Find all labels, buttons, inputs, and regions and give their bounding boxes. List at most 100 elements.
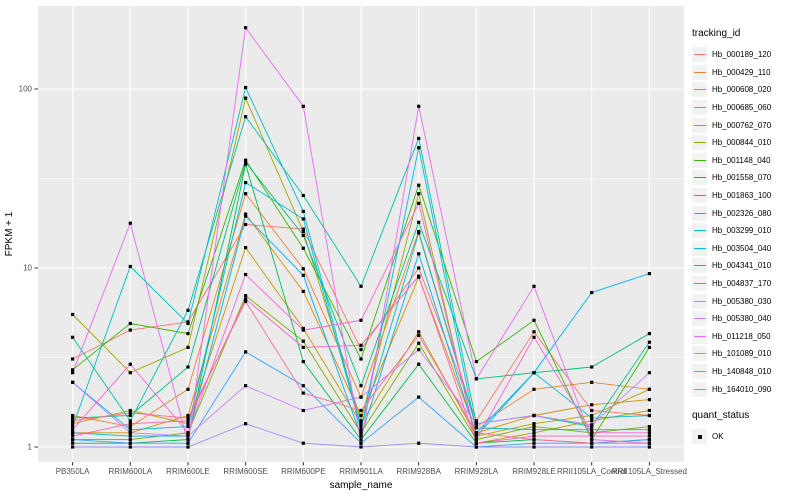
data-point bbox=[359, 348, 363, 352]
data-point bbox=[301, 360, 305, 364]
data-point bbox=[359, 428, 363, 432]
data-point bbox=[128, 431, 132, 435]
data-point bbox=[590, 419, 594, 423]
data-point bbox=[417, 341, 421, 345]
data-point bbox=[590, 413, 594, 418]
legend-label: Hb_004837_170 bbox=[712, 279, 772, 289]
data-point bbox=[359, 438, 363, 442]
series-color-line-icon bbox=[693, 283, 706, 285]
legend-key-swatch bbox=[692, 100, 707, 116]
legend-item: Hb_003299_010 bbox=[692, 222, 798, 240]
legend-item: Hb_001863_100 bbox=[692, 187, 798, 205]
legend-label: Hb_003299_010 bbox=[712, 226, 772, 236]
data-point bbox=[128, 422, 132, 426]
data-point bbox=[244, 297, 248, 301]
data-point bbox=[647, 431, 651, 435]
data-point bbox=[301, 326, 305, 330]
legend-key-swatch bbox=[692, 240, 707, 256]
legend-key-swatch bbox=[692, 117, 707, 133]
data-point bbox=[301, 384, 305, 388]
data-point bbox=[532, 422, 536, 426]
x-tick-label: RRIM928LA bbox=[455, 467, 499, 476]
data-point bbox=[647, 272, 651, 276]
data-point bbox=[532, 335, 536, 339]
data-point bbox=[244, 212, 248, 216]
data-point bbox=[301, 193, 305, 198]
data-point bbox=[128, 264, 132, 269]
legend-item: Hb_000189_120 bbox=[692, 46, 798, 64]
series-color-line-icon bbox=[693, 212, 706, 214]
data-point bbox=[647, 332, 651, 336]
data-point bbox=[244, 350, 248, 354]
data-point bbox=[128, 362, 132, 366]
data-point bbox=[474, 441, 478, 445]
data-point bbox=[71, 419, 75, 423]
series-color-line-icon bbox=[693, 177, 706, 179]
data-point bbox=[417, 201, 421, 205]
data-point bbox=[128, 434, 132, 438]
legend-label: Hb_140848_010 bbox=[712, 366, 772, 376]
data-point bbox=[417, 330, 421, 334]
black-square-point-icon bbox=[697, 434, 702, 439]
data-point bbox=[359, 318, 363, 322]
data-point bbox=[590, 445, 594, 449]
data-point bbox=[301, 227, 305, 231]
legend-label: Hb_001863_100 bbox=[712, 191, 772, 201]
data-point bbox=[71, 434, 75, 438]
data-point bbox=[359, 343, 363, 347]
data-point bbox=[71, 445, 75, 449]
data-point bbox=[474, 377, 478, 381]
data-point bbox=[359, 357, 363, 361]
data-point bbox=[359, 408, 363, 413]
data-point bbox=[128, 419, 132, 423]
data-point bbox=[474, 431, 478, 435]
legend-item: Hb_005380_040 bbox=[692, 310, 798, 328]
x-tick-label: RRIM928LE bbox=[512, 467, 556, 476]
legend-item: Hb_004837_170 bbox=[692, 275, 798, 293]
data-point bbox=[186, 321, 190, 326]
data-point bbox=[244, 160, 248, 164]
data-point bbox=[244, 162, 248, 166]
legend-key-swatch bbox=[692, 152, 707, 168]
data-point bbox=[590, 403, 594, 407]
legend-key-swatch bbox=[692, 311, 707, 327]
x-tick-label: RRII105LA_Stressed bbox=[612, 467, 687, 476]
legend-key-swatch bbox=[692, 258, 707, 274]
legend-key-swatch bbox=[692, 293, 707, 309]
legend-item: Hb_005380_030 bbox=[692, 292, 798, 310]
data-point bbox=[647, 425, 651, 429]
data-point bbox=[532, 318, 536, 322]
data-point bbox=[128, 425, 132, 429]
data-point bbox=[532, 441, 536, 445]
data-point bbox=[359, 441, 363, 445]
data-point bbox=[359, 384, 363, 388]
data-point bbox=[417, 220, 421, 224]
data-point bbox=[244, 294, 248, 298]
legend-label: Hb_000762_070 bbox=[712, 120, 772, 130]
legend-item: Hb_001558_070 bbox=[692, 169, 798, 187]
data-point bbox=[186, 332, 190, 336]
data-point bbox=[532, 330, 536, 334]
legend-label: Hb_000844_010 bbox=[712, 138, 772, 148]
legend-item: Hb_001148_040 bbox=[692, 152, 798, 170]
data-point bbox=[359, 445, 363, 449]
data-point bbox=[417, 333, 421, 337]
data-point bbox=[532, 428, 536, 432]
data-point bbox=[647, 345, 651, 349]
data-point bbox=[474, 438, 478, 442]
legend-item-ok: OK bbox=[692, 428, 798, 446]
data-point bbox=[71, 371, 75, 375]
data-point bbox=[186, 308, 190, 312]
data-point bbox=[244, 192, 248, 196]
data-point bbox=[647, 340, 651, 344]
data-point bbox=[647, 438, 651, 442]
x-tick-label: RRIM901LA bbox=[339, 467, 383, 476]
legend-label-ok: OK bbox=[712, 432, 724, 442]
data-point bbox=[647, 434, 651, 438]
data-point bbox=[590, 431, 594, 435]
data-point bbox=[590, 438, 594, 442]
data-point bbox=[244, 299, 248, 304]
data-point bbox=[71, 413, 75, 418]
